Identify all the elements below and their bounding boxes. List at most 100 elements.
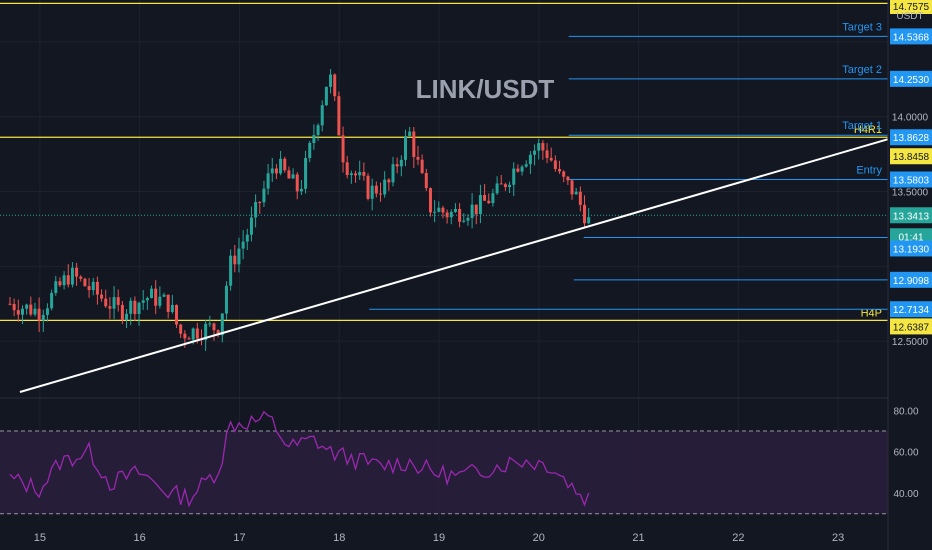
entry-tag: 13.5803: [890, 171, 932, 188]
target1-tag: 13.8458: [890, 148, 932, 165]
chart-title: LINK/USDT: [416, 74, 555, 104]
target3-tag: 14.5368: [890, 28, 932, 45]
candle-body: [370, 185, 374, 199]
candle-body: [54, 281, 58, 293]
candle-body: [70, 267, 74, 285]
price-tick-label: 14.0000: [892, 113, 929, 124]
candle-body: [150, 288, 154, 299]
sl3-tag-bg: [890, 301, 932, 318]
candle-body: [391, 164, 395, 183]
candle-body: [545, 150, 549, 158]
candle-body: [499, 183, 503, 185]
target1-tag-text: 13.8458: [893, 152, 930, 163]
candle-body: [308, 142, 312, 159]
target-3-text: Target 3: [842, 21, 882, 33]
p-tag-text: 12.6387: [893, 322, 930, 333]
candle-body: [508, 184, 512, 188]
candle-body: [299, 188, 303, 192]
candle-body: [162, 294, 166, 297]
candle-body: [108, 306, 112, 309]
price-tick-label: 12.5000: [892, 337, 929, 348]
candle-body: [524, 164, 528, 167]
candle-body: [362, 172, 366, 176]
candle-body: [503, 184, 507, 188]
candle-body: [29, 304, 33, 315]
time-tick-label: 18: [333, 532, 345, 544]
candle-body: [516, 168, 520, 172]
countdown-tag: 01:41: [890, 228, 932, 245]
candle-body: [537, 143, 541, 151]
candle-body: [216, 330, 220, 336]
top-level-tag-text: 14.7575: [893, 2, 930, 13]
time-tick-label: 20: [533, 532, 545, 544]
price-axis: 14.0000 13.5000 12.5000 80.00 60.00 40.00 14.7…: [890, 0, 932, 500]
candle-body: [395, 164, 399, 167]
trendline[interactable]: [19, 138, 889, 393]
time-tick-label: 23: [832, 532, 844, 544]
candle-body: [283, 158, 287, 171]
candle-body: [553, 160, 557, 170]
rsi-tick-label: 60.00: [893, 448, 918, 459]
candle-body: [462, 220, 466, 222]
candle-body: [175, 304, 179, 325]
candle-body: [20, 308, 24, 315]
target-lines: Target 3 Target 2 Target 1 Entry: [0, 21, 888, 310]
countdown-tag-bg: [890, 228, 932, 245]
candle-body: [116, 297, 120, 305]
sl3-tag-text: 12.7134: [893, 305, 930, 316]
rsi-tick-label: 80.00: [893, 406, 918, 417]
p-tag: 12.6387: [890, 318, 932, 335]
candle-body: [220, 313, 224, 336]
candle-body: [279, 158, 283, 174]
candle-body: [258, 201, 262, 203]
candle-body: [145, 298, 149, 301]
candle-body: [274, 168, 278, 174]
candle-body: [483, 194, 487, 201]
candle-body: [83, 278, 87, 287]
target-1-text: Target 1: [842, 120, 882, 132]
candle-body: [345, 162, 349, 176]
target-2-text: Target 2: [842, 64, 882, 76]
candle-body: [187, 338, 191, 340]
candle-body: [170, 304, 174, 312]
time-tick-label: 21: [632, 532, 644, 544]
candle-body: [574, 191, 578, 195]
candle-body: [87, 286, 91, 291]
candle-body: [512, 168, 516, 185]
candle-body: [66, 275, 70, 285]
candle-body: [12, 303, 16, 311]
candle-body: [324, 86, 328, 106]
rsi-line: [9, 410, 590, 508]
candle-body: [112, 297, 116, 309]
candle-body: [487, 200, 491, 204]
candle-body: [533, 150, 537, 155]
current-price-tag: 13.3413: [890, 207, 932, 224]
candle-body: [445, 212, 449, 218]
candle-body: [50, 292, 54, 309]
candle-body: [295, 174, 299, 192]
candle-body: [237, 248, 241, 265]
candle-body: [129, 300, 133, 314]
time-tick-label: 22: [732, 532, 744, 544]
candle-body: [191, 328, 195, 340]
candle-body: [75, 267, 79, 277]
price-tick-label: 13.5000: [892, 188, 929, 199]
candle-body: [474, 204, 478, 215]
candle-body: [358, 172, 362, 176]
sl2-tag-bg: [890, 271, 932, 288]
candle-body: [262, 188, 266, 203]
candle-body: [287, 170, 291, 179]
candle-body: [100, 294, 104, 299]
candle-body: [566, 176, 570, 181]
target2-tag: 14.2530: [890, 70, 932, 87]
current-price-tag-text: 13.3413: [893, 211, 930, 222]
level-line-label: H4R1: [854, 124, 882, 136]
candle-body: [304, 158, 308, 189]
candle-body: [316, 125, 320, 135]
candle-body: [16, 310, 20, 315]
time-axis: 15 16 17 18 19 20 21 22 23: [34, 532, 844, 544]
stop-tag-bg: [890, 240, 932, 257]
candle-body: [291, 174, 295, 179]
candle-body: [408, 131, 412, 136]
